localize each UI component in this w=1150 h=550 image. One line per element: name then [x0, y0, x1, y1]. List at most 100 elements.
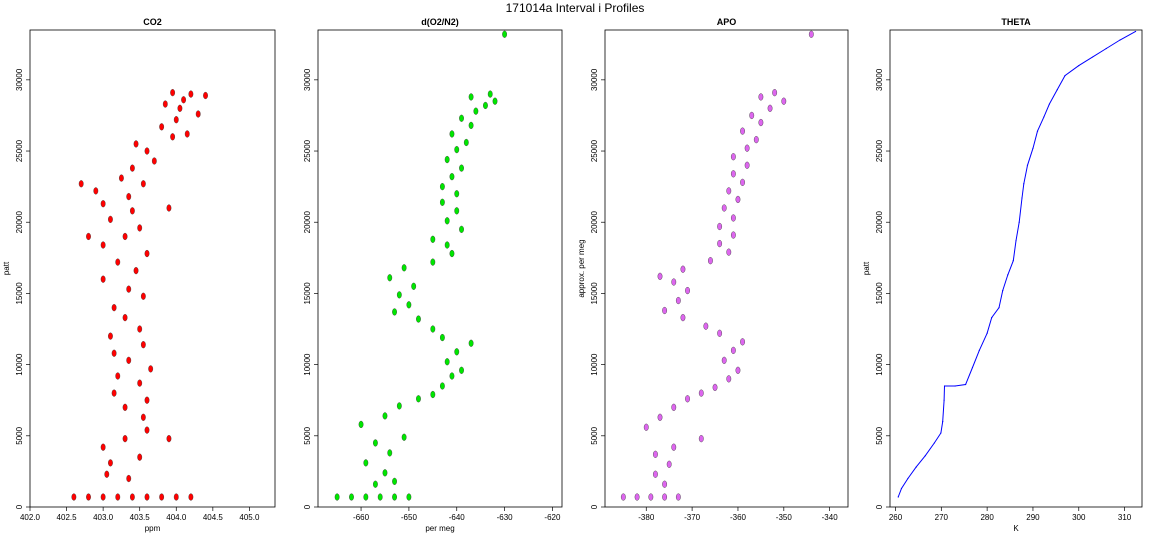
data-point [717, 239, 723, 248]
data-point [392, 308, 397, 316]
data-point [126, 285, 132, 293]
data-point [502, 30, 507, 38]
y-tick-label: 20000 [875, 211, 884, 234]
data-point [483, 101, 488, 110]
line-vertex [940, 432, 942, 434]
line-vertex [1091, 56, 1094, 58]
data-point [753, 136, 759, 144]
data-point [703, 322, 709, 330]
y-tick-label: 30000 [590, 68, 599, 91]
data-point [781, 97, 787, 105]
y-axis-label: patt [862, 261, 871, 275]
data-point [492, 97, 498, 105]
data-point [173, 493, 179, 501]
x-tick-label: -380 [638, 513, 655, 522]
data-point [439, 198, 445, 206]
data-point [401, 264, 407, 272]
data-point [129, 164, 135, 172]
data-point [100, 493, 106, 501]
line-vertex [900, 487, 903, 490]
data-point [144, 147, 150, 155]
data-point [468, 121, 474, 130]
line-vertex [1078, 64, 1080, 67]
y-tick-label: 25000 [15, 139, 24, 162]
data-point [129, 207, 135, 215]
data-point [129, 493, 135, 501]
data-point [203, 91, 208, 100]
data-point [634, 493, 640, 501]
data-point [170, 133, 176, 141]
line-vertex [954, 385, 956, 387]
data-point [717, 329, 723, 337]
x-tick-label: 403.5 [130, 513, 151, 522]
panel-title: THETA [1001, 17, 1031, 27]
plot-frame [604, 29, 849, 508]
data-point [459, 225, 464, 233]
data-point [358, 420, 364, 429]
data-point [730, 170, 736, 178]
data-point [416, 395, 421, 403]
data-point [78, 180, 84, 188]
x-tick-label: 300 [1072, 513, 1086, 522]
y-tick-label: 10000 [875, 353, 884, 376]
x-tick-label: 280 [980, 513, 994, 522]
data-point [115, 372, 121, 380]
data-point [657, 272, 663, 280]
data-point [144, 426, 150, 434]
data-point [140, 341, 146, 349]
data-point [133, 267, 139, 275]
line-vertex [942, 420, 944, 423]
data-point [708, 257, 713, 265]
line-vertex [971, 366, 974, 369]
data-point [93, 187, 99, 195]
data-point [758, 93, 764, 101]
data-point [115, 258, 121, 266]
line-vertex [1002, 289, 1004, 292]
x-tick-label: -640 [449, 513, 466, 522]
y-axis-label: patt [2, 261, 11, 275]
data-point [712, 383, 718, 391]
data-point [685, 286, 690, 295]
y-tick-label: 25000 [303, 139, 312, 162]
data-point [698, 435, 704, 443]
data-point [487, 90, 493, 98]
data-point [188, 493, 194, 501]
y-tick-label: 15000 [15, 282, 24, 305]
data-point [439, 183, 445, 191]
y-tick-label: 30000 [875, 68, 884, 91]
x-axis-label: K [1013, 524, 1019, 533]
data-point [137, 379, 143, 387]
x-tick-label: 404.0 [166, 513, 187, 522]
data-point [111, 349, 117, 357]
data-point [392, 493, 397, 501]
x-tick-label: 270 [935, 513, 949, 522]
line-vertex [1064, 74, 1066, 77]
panel-title: d(O2/N2) [421, 17, 459, 27]
data-point [140, 413, 146, 421]
line-vertex [1105, 47, 1107, 50]
data-point [119, 174, 124, 182]
line-vertex [1023, 183, 1025, 185]
y-tick-label: 20000 [15, 211, 24, 234]
line-vertex [1048, 103, 1051, 105]
data-point [162, 100, 168, 108]
data-point [140, 292, 146, 300]
line-vertex [1007, 274, 1009, 276]
data-point [148, 365, 154, 373]
y-tick-label: 30000 [303, 68, 312, 91]
data-point [740, 127, 745, 135]
data-point [334, 493, 340, 501]
line-vertex [924, 455, 926, 457]
data-point [137, 453, 143, 461]
data-point [449, 249, 455, 258]
line-vertex [1032, 147, 1034, 149]
data-point [122, 403, 128, 411]
data-point [122, 232, 128, 241]
data-point [653, 450, 658, 458]
data-point [439, 333, 445, 342]
y-axis-label: approx. per meg [577, 239, 586, 297]
data-point [662, 493, 668, 501]
data-point [666, 460, 672, 468]
line-vertex [986, 332, 988, 334]
data-point [459, 366, 464, 374]
